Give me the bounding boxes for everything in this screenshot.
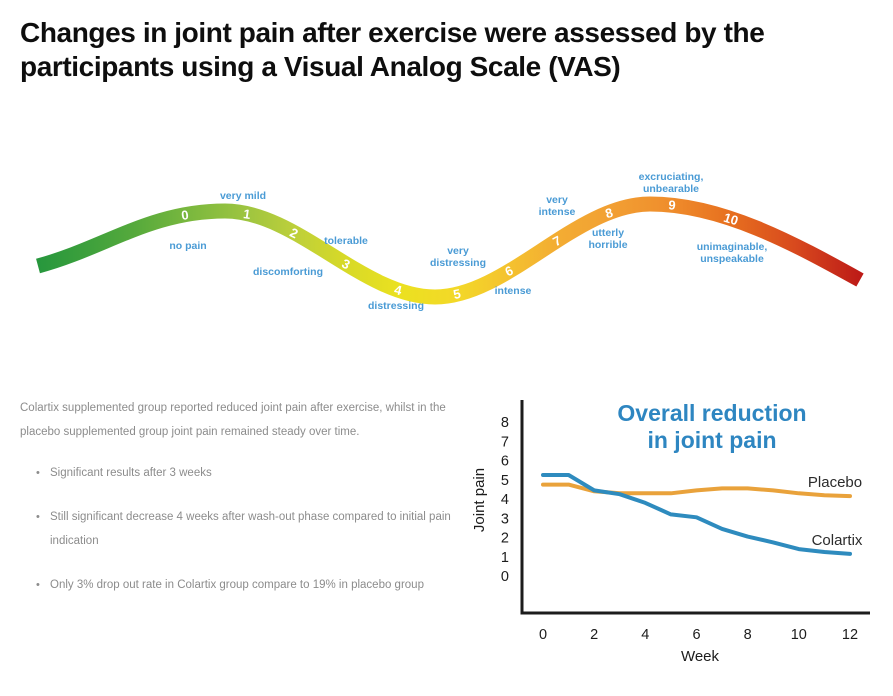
chart-title-line1: Overall reduction (617, 400, 806, 426)
vas-number: 1 (242, 206, 251, 222)
bullet-dot-icon: • (36, 511, 40, 523)
vas-number: 9 (668, 197, 676, 212)
vas-descriptor-label: no pain (169, 240, 206, 252)
vas-wave-band (36, 196, 864, 305)
vas-number: 5 (452, 286, 462, 302)
vas-descriptor-label: very mild (220, 190, 266, 202)
bullet-text: Significant results after 3 weeks (50, 467, 212, 479)
vas-descriptor-label: excruciating, unbearable (639, 171, 704, 195)
bullet-dot-icon: • (36, 467, 40, 479)
y-axis-title: Joint pain (471, 468, 488, 532)
vas-number: 10 (722, 210, 740, 229)
chart-series-lines (541, 473, 852, 556)
bullet-text: Still significant decrease 4 weeks after… (50, 511, 451, 547)
summary-panel: Colartix supplemented group reported red… (20, 396, 452, 617)
bullet-item: • Significant results after 3 weeks (20, 461, 452, 485)
vas-descriptor-label: unimaginable, unspeakable (697, 241, 768, 265)
x-tick-label: 12 (842, 627, 858, 643)
vas-number: 8 (603, 205, 614, 221)
vas-number: 4 (393, 282, 404, 298)
y-tick-label: 1 (501, 550, 509, 566)
series-label-placebo: Placebo (808, 474, 862, 491)
y-tick-label: 0 (501, 569, 509, 585)
y-tick-label: 8 (501, 415, 509, 431)
chart-axes (520, 400, 870, 615)
vas-descriptor-label: intense (495, 285, 532, 297)
bullet-item: • Only 3% drop out rate in Colartix grou… (20, 573, 452, 597)
page-title: Changes in joint pain after exercise wer… (20, 17, 765, 82)
intro-paragraph: Colartix supplemented group reported red… (20, 402, 446, 438)
bullet-dot-icon: • (36, 579, 40, 591)
y-tick-label: 5 (501, 473, 509, 489)
chart-title-line2: in joint pain (647, 427, 776, 453)
y-tick-label: 6 (501, 454, 509, 470)
vas-labels-group: no pain very mild discomforting tolerable di… (169, 171, 767, 312)
bullet-item: • Still significant decrease 4 weeks aft… (20, 505, 452, 553)
x-tick-label: 4 (641, 627, 649, 643)
y-tick-label: 4 (501, 492, 509, 508)
vas-descriptor-label: utterly horrible (588, 227, 627, 251)
x-tick-label: 10 (791, 627, 807, 643)
vas-descriptor-label: distressing (368, 300, 424, 312)
x-tick-label: 0 (539, 627, 547, 643)
vas-descriptor-label: discomforting (253, 266, 323, 278)
y-tick-label: 3 (501, 511, 509, 527)
x-tick-label: 8 (744, 627, 752, 643)
x-axis-title: Week (681, 648, 720, 665)
vas-descriptor-label: tolerable (324, 235, 368, 247)
x-tick-label: 2 (590, 627, 598, 643)
vas-number: 0 (180, 207, 189, 223)
bullet-list: • Significant results after 3 weeks • St… (20, 461, 452, 597)
series-line-colartix (541, 473, 852, 556)
bullet-text: Only 3% drop out rate in Colartix group … (50, 579, 424, 591)
joint-pain-chart: Overall reduction in joint pain Week Joi… (471, 400, 870, 665)
y-tick-label: 2 (501, 531, 509, 547)
x-tick-label: 6 (692, 627, 700, 643)
vas-descriptor-label: very intense (539, 194, 576, 218)
vas-descriptor-label: very distressing (430, 245, 486, 269)
y-tick-label: 7 (501, 434, 509, 450)
series-label-colartix: Colartix (812, 532, 863, 549)
